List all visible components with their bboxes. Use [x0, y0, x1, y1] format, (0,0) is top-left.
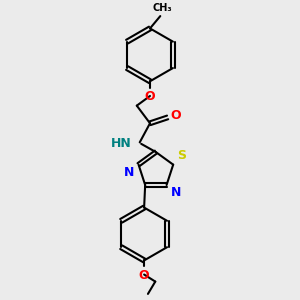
- Text: N: N: [124, 166, 135, 179]
- Text: O: O: [170, 109, 181, 122]
- Text: O: O: [139, 269, 149, 282]
- Text: O: O: [145, 89, 155, 103]
- Text: S: S: [177, 149, 186, 162]
- Text: CH₃: CH₃: [152, 3, 172, 13]
- Text: N: N: [170, 187, 181, 200]
- Text: HN: HN: [111, 137, 131, 150]
